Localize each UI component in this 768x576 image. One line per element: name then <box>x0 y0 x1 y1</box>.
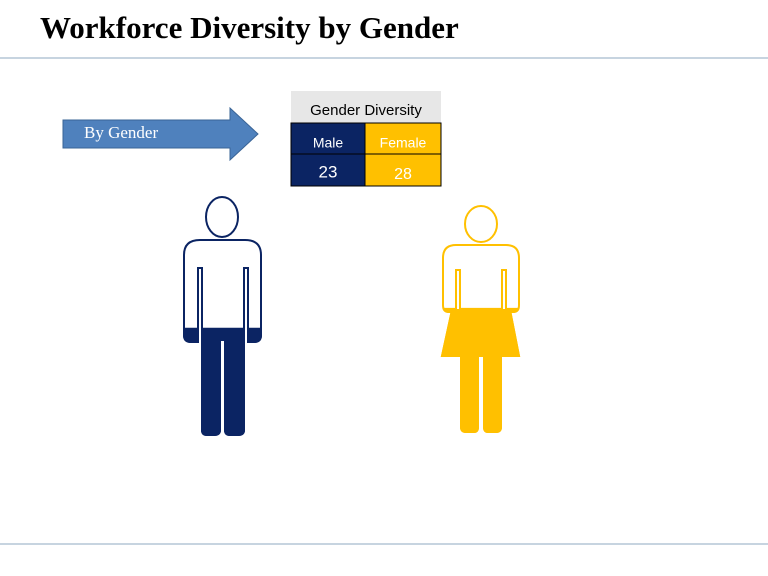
summary-table: Gender Diversity Male Female 23 28 <box>290 91 442 187</box>
table-title: Gender Diversity <box>310 102 422 119</box>
figure-fill-part <box>183 327 262 436</box>
figure-fill <box>183 327 262 436</box>
female-figure <box>440 205 521 433</box>
figure-outline <box>464 205 498 243</box>
figure-fill-part <box>440 307 521 433</box>
table-category: Male <box>313 135 344 151</box>
table-value: 23 <box>319 162 338 181</box>
figure-fill <box>440 307 521 433</box>
arrow <box>62 106 259 162</box>
slide-title: Workforce Diversity by Gender <box>40 10 459 45</box>
table-category: Female <box>380 135 427 151</box>
male-figure <box>183 196 262 436</box>
table-value: 28 <box>394 166 412 183</box>
figure-outline <box>205 196 239 238</box>
arrow-label: By Gender <box>84 123 158 142</box>
table-header-cell <box>291 91 441 123</box>
